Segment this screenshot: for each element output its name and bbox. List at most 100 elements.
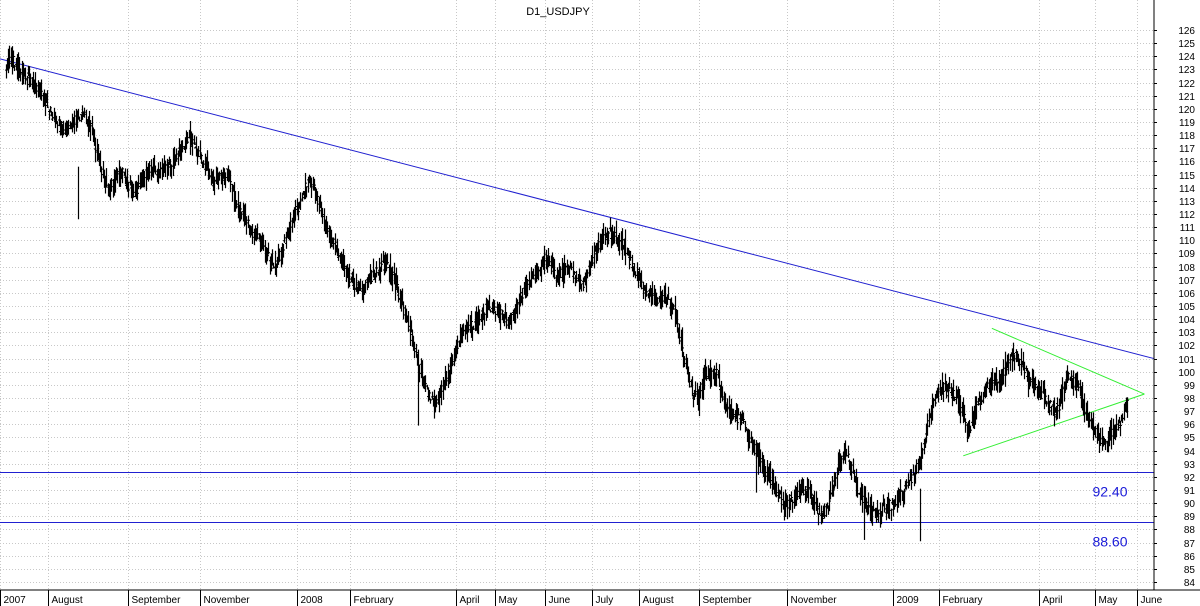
price-bar: [640, 270, 643, 290]
price-bar: [613, 226, 616, 244]
y-tick-label: 84: [1184, 578, 1196, 589]
price-bar: [85, 109, 88, 125]
price-bar: [494, 310, 497, 322]
price-bar: [272, 262, 275, 269]
price-bar: [483, 313, 486, 326]
price-bar: [890, 508, 893, 522]
price-bar: [197, 146, 200, 158]
price-bar: [705, 366, 708, 381]
price-bar: [305, 186, 308, 198]
price-bar: [661, 289, 664, 308]
price-bar: [726, 398, 729, 418]
price-bar: [1020, 348, 1023, 376]
price-bar: [769, 461, 772, 489]
price-bar: [951, 387, 954, 407]
y-tick-label: 118: [1179, 131, 1195, 142]
price-bar: [456, 335, 459, 355]
price-bar: [667, 286, 670, 300]
price-bar: [715, 362, 718, 387]
y-tick-label: 107: [1178, 276, 1195, 287]
price-bar: [78, 116, 81, 122]
price-bar: [832, 484, 835, 497]
price-bar: [499, 304, 502, 330]
price-bar: [1115, 414, 1118, 438]
y-tick-label: 86: [1184, 552, 1196, 563]
price-bar: [375, 261, 378, 278]
price-bar: [62, 120, 65, 136]
price-bar: [905, 479, 908, 490]
price-bar: [734, 410, 737, 423]
price-bar: [937, 383, 940, 403]
x-tick-label: July: [596, 595, 614, 606]
price-bar: [744, 420, 747, 433]
y-tick-label: 111: [1180, 223, 1196, 234]
price-bar: [532, 268, 535, 280]
price-bar: [1045, 400, 1048, 407]
price-bar: [521, 288, 524, 306]
y-tick-label: 108: [1178, 263, 1195, 274]
price-bar: [995, 367, 998, 391]
price-bar: [537, 266, 540, 281]
price-bar: [810, 484, 813, 505]
price-bar: [278, 248, 281, 263]
price-bar: [385, 254, 388, 272]
price-bar: [573, 271, 576, 275]
price-bar: [364, 279, 367, 294]
price-bar: [127, 181, 130, 198]
x-tick-label: April: [460, 595, 480, 606]
price-bar: [1007, 353, 1010, 375]
price-bar: [505, 311, 508, 329]
x-tick-label: May: [1099, 595, 1118, 606]
price-bar: [110, 178, 113, 192]
price-bar: [143, 170, 146, 188]
price-bar: [334, 233, 337, 256]
price-bar: [1099, 427, 1102, 446]
trendline-group: [0, 58, 1155, 523]
price-bar: [316, 191, 319, 212]
x-tick-label: September: [703, 595, 753, 606]
chart-title: D1_USDJPY: [526, 6, 590, 18]
y-tick-label: 87: [1184, 539, 1196, 550]
price-bar: [1040, 380, 1043, 400]
price-bar: [370, 269, 373, 284]
price-bar: [791, 499, 794, 513]
price-bar: [736, 404, 739, 430]
price-bar: [231, 183, 234, 202]
price-bar: [899, 479, 902, 506]
price-bar: [337, 248, 340, 261]
price-bar: [94, 137, 97, 163]
price-bar: [310, 177, 313, 199]
y-tick-label: 88: [1184, 525, 1196, 536]
price-bar: [932, 397, 935, 409]
price-bar: [148, 161, 151, 180]
price-bar: [1002, 359, 1005, 385]
y-tick-label: 110: [1179, 236, 1195, 247]
price-bar: [116, 168, 119, 184]
price-bar: [429, 398, 432, 404]
price-bar: [681, 327, 684, 358]
price-bar: [1110, 417, 1113, 450]
y-tick-label: 120: [1178, 105, 1195, 116]
price-bar: [186, 132, 189, 144]
x-tick-label: November: [204, 595, 251, 606]
price-bar: [510, 312, 513, 330]
price-bar: [355, 273, 358, 292]
x-tick-label: August: [643, 595, 674, 606]
triangle-trendline: [991, 327, 1145, 395]
price-bar: [796, 482, 799, 501]
price-bar: [526, 278, 529, 297]
price-bar: [959, 395, 962, 424]
y-tick-label: 96: [1184, 420, 1196, 431]
price-bar: [411, 330, 414, 347]
price-bar: [386, 253, 389, 265]
price-bar: [193, 135, 196, 145]
price-bar: [208, 168, 211, 180]
price-bar: [297, 202, 300, 221]
price-bar: [56, 121, 59, 134]
price-bar: [326, 221, 329, 238]
price-bar: [804, 486, 807, 503]
price-bar: [48, 110, 51, 121]
price-bar: [548, 255, 551, 267]
price-bar: [942, 382, 945, 403]
price-bar: [1119, 421, 1122, 437]
